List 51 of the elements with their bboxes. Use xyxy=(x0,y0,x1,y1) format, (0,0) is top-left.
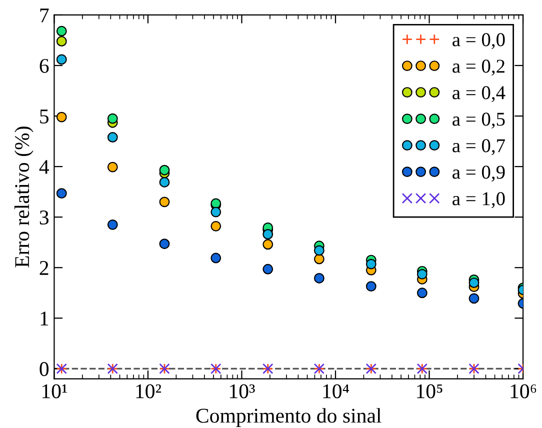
x-tick-label: 10¹ xyxy=(42,384,67,398)
y-tick-label: 1 xyxy=(40,312,48,326)
point xyxy=(366,281,376,292)
point xyxy=(366,258,376,270)
x-tick-label: 10⁴ xyxy=(323,384,349,398)
point xyxy=(262,229,274,240)
point xyxy=(159,196,170,208)
point xyxy=(416,268,428,280)
legend-label: a = 0,7 xyxy=(452,139,505,156)
point xyxy=(56,112,67,122)
point xyxy=(210,252,222,264)
legend-label: a = 0,9 xyxy=(452,166,505,182)
y-axis-title: Erro relativo (%) xyxy=(14,126,34,268)
x-tick-label: 10² xyxy=(136,384,162,398)
point xyxy=(56,26,67,36)
y-tick-label: 6 xyxy=(40,58,49,73)
point xyxy=(107,113,118,124)
y-tick-label: 5 xyxy=(40,110,49,124)
point xyxy=(262,264,274,274)
point xyxy=(314,273,324,284)
point xyxy=(107,162,118,172)
legend-label: a = 0,4 xyxy=(452,86,506,102)
point xyxy=(416,288,428,298)
point xyxy=(468,293,480,304)
y-tick-label: 7 xyxy=(40,8,49,22)
point xyxy=(159,177,170,188)
point xyxy=(56,36,67,46)
x-tick-label: 10³ xyxy=(230,384,255,398)
point xyxy=(159,164,170,176)
point xyxy=(56,188,67,199)
x-tick-label: 10⁵ xyxy=(417,384,442,398)
legend-label: a = 0,0 xyxy=(452,33,505,50)
y-tick-label: 3 xyxy=(40,210,49,225)
y-tick-label: 2 xyxy=(40,261,48,275)
legend-label: a = 1,0 xyxy=(452,192,505,208)
x-axis-title: Comprimento do sinal xyxy=(196,408,382,427)
legend-label: a = 0,2 xyxy=(452,60,504,76)
point xyxy=(210,206,222,218)
point xyxy=(314,245,324,256)
point xyxy=(468,278,480,288)
point xyxy=(107,219,118,230)
x-tick-label: 10⁶ xyxy=(510,384,536,398)
point xyxy=(107,132,118,142)
point xyxy=(159,238,170,250)
y-tick-label: 4 xyxy=(39,160,50,174)
legend-label: a = 0,5 xyxy=(452,112,505,129)
y-tick-label: 0 xyxy=(40,362,49,376)
point xyxy=(210,220,222,232)
point xyxy=(314,254,324,264)
point xyxy=(262,239,274,250)
point xyxy=(56,54,67,65)
